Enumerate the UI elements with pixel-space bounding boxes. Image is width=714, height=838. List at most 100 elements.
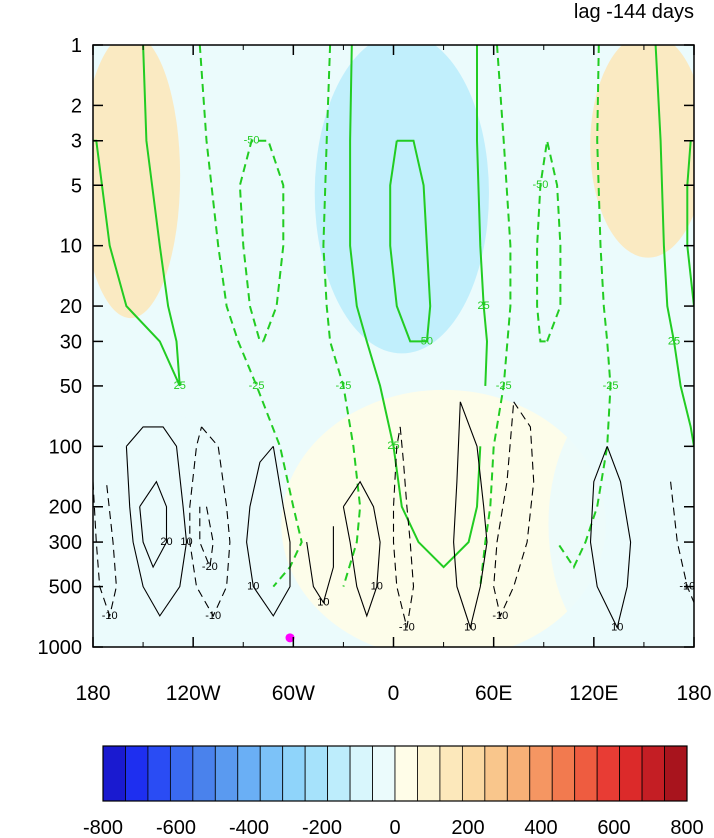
colorbar-frame (102, 745, 688, 802)
colorbar: -800 -600 -400 -200 0 200 400 600 800 (83, 745, 704, 838)
contour-line-1-0 (125, 426, 188, 617)
colorbar-swatch-19 (529, 745, 553, 802)
contour-label-1-3: -20 (202, 561, 218, 573)
contour-line-1-10 (93, 481, 117, 618)
x-tick-label-5: 120E (569, 682, 618, 705)
contour-line-0-8 (536, 140, 562, 343)
contour-label-1-6: 10 (371, 580, 383, 592)
y-tick-label-10: 300 (49, 532, 82, 554)
contour-line-0-1 (198, 45, 303, 588)
y-tick-label-1: 2 (71, 95, 82, 117)
annotation-layer (285, 633, 295, 643)
y-tick-label-9: 200 (49, 497, 82, 519)
colorbar-swatch-8 (282, 745, 306, 802)
colorbar-label-5: 200 (451, 817, 484, 838)
contour-line-0-9 (556, 45, 612, 570)
contour-label-1-5: 10 (317, 596, 329, 608)
colorbar-swatch-14 (417, 745, 441, 802)
colorbar-label-3: -200 (302, 817, 342, 838)
shading-region-4 (281, 389, 606, 647)
contour-line-1-7 (392, 426, 415, 628)
shading-region-2 (590, 45, 694, 258)
x-tick-label-0: 180 (75, 682, 110, 705)
colorbar-swatch-3 (169, 745, 194, 802)
chart-title: lag -144 days (574, 1, 694, 23)
colorbar-swatch-22 (596, 745, 621, 802)
contour-label-1-7: -10 (399, 621, 415, 633)
contour-line-0-6 (479, 45, 512, 587)
contour-line-0-4 (349, 45, 482, 569)
colorbar-swatch-7 (259, 745, 284, 802)
y-tick-label-12: 1000 (38, 637, 83, 659)
y-tick-label-6: 30 (60, 331, 82, 353)
y-tick-label-3: 5 (71, 175, 82, 197)
colorbar-swatch-18 (506, 745, 531, 802)
contour-label-0-6: -25 (496, 380, 512, 392)
colorbar-swatch-1 (125, 745, 149, 802)
contour-line-0-3 (322, 45, 362, 587)
y-axis: 1 2 3 5 10 20 30 50 100 200 300 500 1000 (38, 35, 694, 659)
colorbar-label-6: 400 (524, 817, 557, 838)
contour-label-1-12: 10 (611, 621, 623, 633)
colorbar-swatch-5 (214, 745, 239, 802)
colorbar-swatch-12 (372, 745, 396, 802)
y-tick-label-4: 10 (60, 236, 82, 258)
contour-line-1-2 (189, 426, 231, 618)
contour-line-1-1 (139, 480, 168, 569)
colorbar-swatch-15 (439, 745, 463, 802)
contour-label-1-9: -10 (492, 610, 508, 622)
contour-line-1-4 (246, 445, 291, 617)
contour-label-1-1: 20 (160, 536, 172, 548)
contour-line-1-8 (453, 401, 488, 630)
colorbar-swatch-4 (192, 745, 216, 802)
contour-label-0-1: -25 (249, 380, 265, 392)
x-axis: 180 120W 60W 0 60E 120E 180 (75, 45, 712, 705)
shading-region-1 (314, 45, 489, 354)
y-tick-label-7: 50 (60, 376, 82, 398)
y-tick-label-0: 1 (71, 35, 82, 57)
colorbar-label-2: -400 (229, 817, 269, 838)
y-tick-label-2: 3 (71, 131, 82, 153)
colorbar-label-0: -800 (83, 817, 123, 838)
contour-label-0-10: 25 (668, 335, 680, 347)
contour-line-0-7 (476, 45, 489, 386)
colorbar-swatch-25 (664, 745, 688, 802)
colorbar-swatch-20 (551, 745, 576, 802)
y-tick-label-8: 100 (49, 436, 82, 458)
annotation-dot-0 (285, 633, 295, 643)
contour-line-0-0 (93, 45, 181, 387)
contour-line-1-12 (589, 446, 632, 630)
colorbar-swatch-2 (147, 745, 171, 802)
colorbar-swatch-9 (304, 745, 329, 802)
contour-label-0-2: -50 (244, 135, 260, 147)
x-tick-label-2: 60W (272, 682, 315, 705)
y-tick-label-11: 500 (49, 577, 82, 599)
contour-label-0-3: -25 (335, 380, 351, 392)
contour-line-0-2 (238, 139, 285, 343)
colorbar-swatch-23 (619, 745, 643, 802)
contour-line-1-11 (670, 481, 694, 603)
contour-label-0-5: 50 (421, 335, 433, 347)
contour-line-0-5 (389, 139, 432, 343)
x-tick-label-3: 0 (388, 682, 400, 705)
x-tick-label-1: 120W (166, 682, 221, 705)
contour-label-0-4: 25 (387, 440, 399, 452)
colorbar-swatch-17 (484, 745, 508, 802)
colorbar-swatch-0 (102, 745, 126, 802)
colorbar-label-8: 800 (670, 817, 703, 838)
contour-label-0-0: 25 (174, 380, 186, 392)
colorbar-label-1: -600 (156, 817, 196, 838)
contour-label-0-8: -50 (532, 179, 548, 191)
contour-label-0-7: 25 (478, 300, 490, 312)
colorbar-swatch-10 (327, 745, 351, 802)
plot-area: 25 -25 -50 -25 25 50 -25 25 -50 -25 25 10 20 -10 -20 10… (93, 45, 694, 647)
contour-label-0-9: -25 (603, 380, 619, 392)
shading-layer (93, 45, 694, 647)
x-tick-label-6: 180 (676, 682, 711, 705)
colorbar-swatch-21 (574, 745, 598, 802)
shading-region-5 (548, 389, 694, 647)
colorbar-label-4: 0 (389, 817, 400, 838)
colorbar-label-7: 600 (597, 817, 630, 838)
y-tick-label-5: 20 (60, 296, 82, 318)
